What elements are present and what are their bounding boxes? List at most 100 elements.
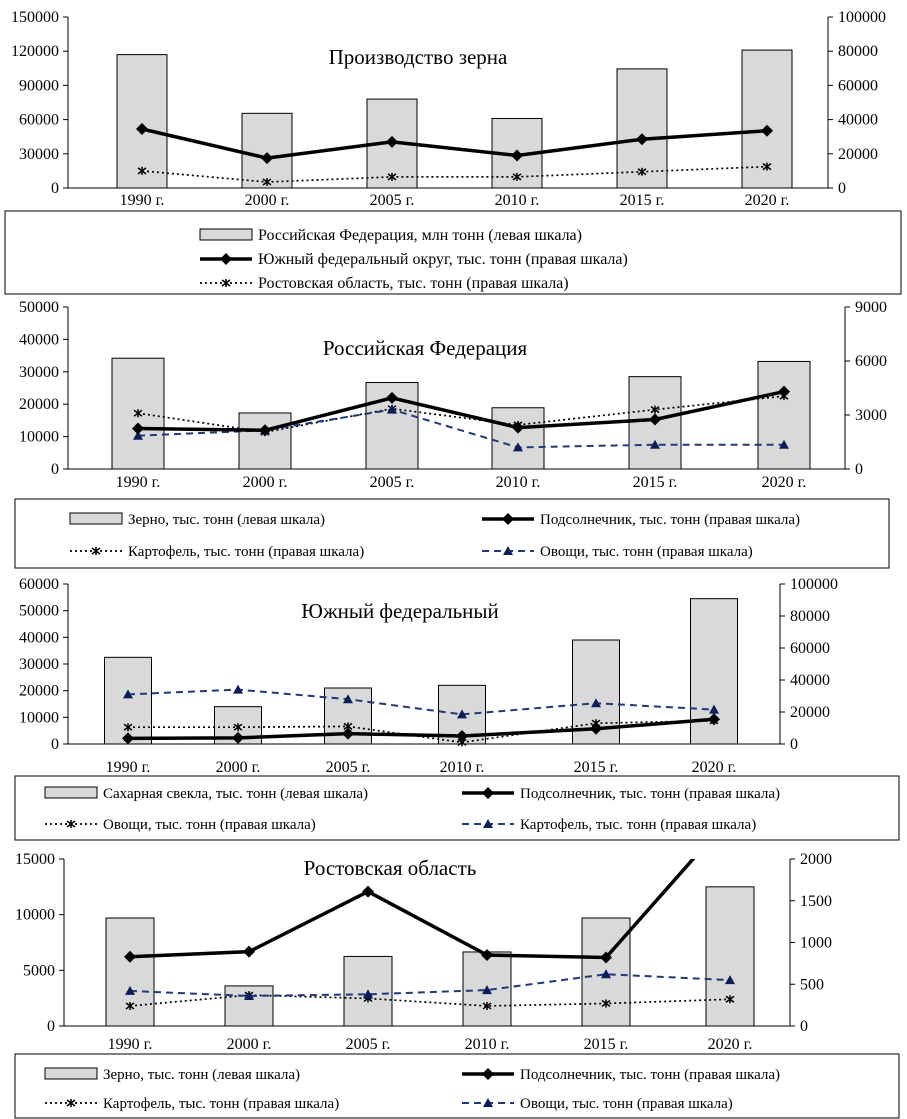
series-1-point — [649, 413, 661, 426]
left-tick-label: 20000 — [19, 396, 59, 413]
series-1-point — [590, 722, 602, 735]
left-tick-label: 60000 — [19, 576, 59, 593]
bar-2000 г. — [238, 412, 292, 470]
left-tick-label: 30000 — [19, 656, 59, 673]
series-2-point — [601, 999, 611, 1008]
series-1-point — [386, 135, 398, 148]
right-tick-label: 60000 — [838, 77, 878, 94]
category-label: 2010 г. — [495, 192, 540, 209]
series-3-point — [233, 684, 243, 694]
category-label: 2010 г. — [465, 1036, 510, 1053]
series-line-1 — [129, 859, 696, 960]
legend-label: Овощи, тыс. тонн (правая шкала) — [103, 817, 316, 833]
series-1-point — [386, 391, 398, 404]
legend-label: Картофель, тыс. тонн (правая шкала) — [520, 817, 756, 833]
left-tick-label: 5000 — [23, 962, 55, 979]
legend-swatch-2-marker — [91, 547, 101, 555]
category-label: 2000 г. — [243, 474, 288, 491]
right-tick-label: 0 — [800, 1018, 808, 1035]
series-2-point — [637, 167, 647, 176]
right-tick-label: 60000 — [790, 640, 830, 657]
legend-label: Картофель, тыс. тонн (правая шкала) — [103, 1096, 339, 1112]
series-3-point — [601, 969, 611, 979]
right-tick-label: 40000 — [790, 672, 830, 689]
legend-box — [14, 775, 900, 841]
category-label: 2015 г. — [584, 1036, 629, 1053]
left-tick-label: 30000 — [19, 146, 59, 163]
right-tick-label: 6000 — [855, 353, 887, 370]
left-tick-label: 0 — [51, 180, 59, 197]
bar-2020 г. — [741, 49, 793, 189]
category-label: 2000 г. — [216, 759, 261, 776]
series-3-point — [482, 985, 492, 995]
left-tick-label: 10000 — [19, 429, 59, 446]
legend-label: Подсолнечник, тыс. тонн (правая шкала) — [540, 512, 800, 528]
category-label: 2005 г. — [346, 1036, 391, 1053]
series-1-point — [636, 133, 648, 146]
left-tick-label: 50000 — [19, 603, 59, 620]
series-1-point — [362, 885, 374, 898]
legend-swatch-0 — [69, 512, 123, 525]
category-label: 2015 г. — [574, 759, 619, 776]
legend-box — [4, 210, 902, 295]
series-3-point — [244, 990, 254, 1000]
legend-label: Картофель, тыс. тонн (правая шкала) — [128, 544, 364, 560]
series-1-point — [136, 123, 148, 136]
category-label: 1990 г. — [116, 474, 161, 491]
series-3-point — [709, 704, 719, 714]
legend-swatch-2-marker — [66, 1099, 76, 1107]
series-line-1 — [127, 717, 715, 741]
series-3-point — [457, 709, 467, 719]
category-label: 2015 г. — [620, 192, 665, 209]
category-label: 2020 г. — [692, 759, 737, 776]
category-label: 2015 г. — [633, 474, 678, 491]
category-label: 2005 г. — [326, 759, 371, 776]
legend-swatch-3-marker — [503, 546, 513, 555]
series-1-point — [122, 732, 134, 745]
left-tick-label: 60000 — [19, 112, 59, 129]
legend-label: Овощи, тыс. тонн (правая шкала) — [540, 544, 753, 560]
category-label: 1990 г. — [120, 192, 165, 209]
left-tick-label: 0 — [51, 736, 59, 753]
right-tick-label: 20000 — [838, 146, 878, 163]
series-2-point — [133, 409, 143, 418]
chart-1: 0 30000 60000 90000 120000 150000 0 20000 40000 6… — [4, 9, 902, 295]
legend-swatch-1-marker — [502, 513, 514, 525]
category-label: 2005 г. — [370, 474, 415, 491]
series-2-point — [762, 162, 772, 171]
left-tick-label: 90000 — [19, 77, 59, 94]
legend-swatch-0 — [44, 786, 98, 799]
series-2-point — [123, 723, 133, 732]
category-label: 2020 г. — [708, 1036, 753, 1053]
left-tick-label: 120000 — [11, 43, 59, 60]
category-label: 1990 г. — [108, 1036, 153, 1053]
chart-title: Ростовская область — [304, 856, 477, 880]
category-label: 2010 г. — [440, 759, 485, 776]
series-2-point — [233, 723, 243, 732]
category-label: 2000 г. — [227, 1036, 272, 1053]
right-tick-label: 1500 — [800, 893, 832, 910]
right-tick-label: 80000 — [790, 608, 830, 625]
series-1-point — [342, 727, 354, 740]
right-tick-label: 100000 — [838, 9, 886, 26]
legend-box — [14, 498, 890, 569]
series-2-point — [650, 405, 660, 414]
right-tick-label: 9000 — [855, 299, 887, 316]
series-2-point — [125, 1001, 135, 1010]
legend-label: Южный федеральный округ, тыс. тонн (прав… — [258, 251, 628, 268]
legend-swatch-3-marker — [483, 819, 493, 828]
series-3-point — [363, 989, 373, 999]
chart-title: Российская Федерация — [323, 336, 528, 360]
legend-label: Зерно, тыс. тонн (левая шкала) — [103, 1067, 300, 1083]
chart-title: Производство зерна — [329, 45, 508, 69]
series-2-point — [482, 1001, 492, 1010]
category-label: 1990 г. — [106, 759, 151, 776]
series-3-point — [591, 698, 601, 708]
legend-label: Сахарная свекла, тыс. тонн (левая шкала) — [103, 786, 368, 802]
series-1-point — [761, 124, 773, 137]
series-1-point — [511, 149, 523, 162]
legend-swatch-1-marker — [482, 1068, 494, 1080]
chart-4: 0 5000 10000 15000 0 500 1000 1500 2000 1990 г. 20… — [14, 851, 900, 1119]
series-3-point — [123, 689, 133, 699]
